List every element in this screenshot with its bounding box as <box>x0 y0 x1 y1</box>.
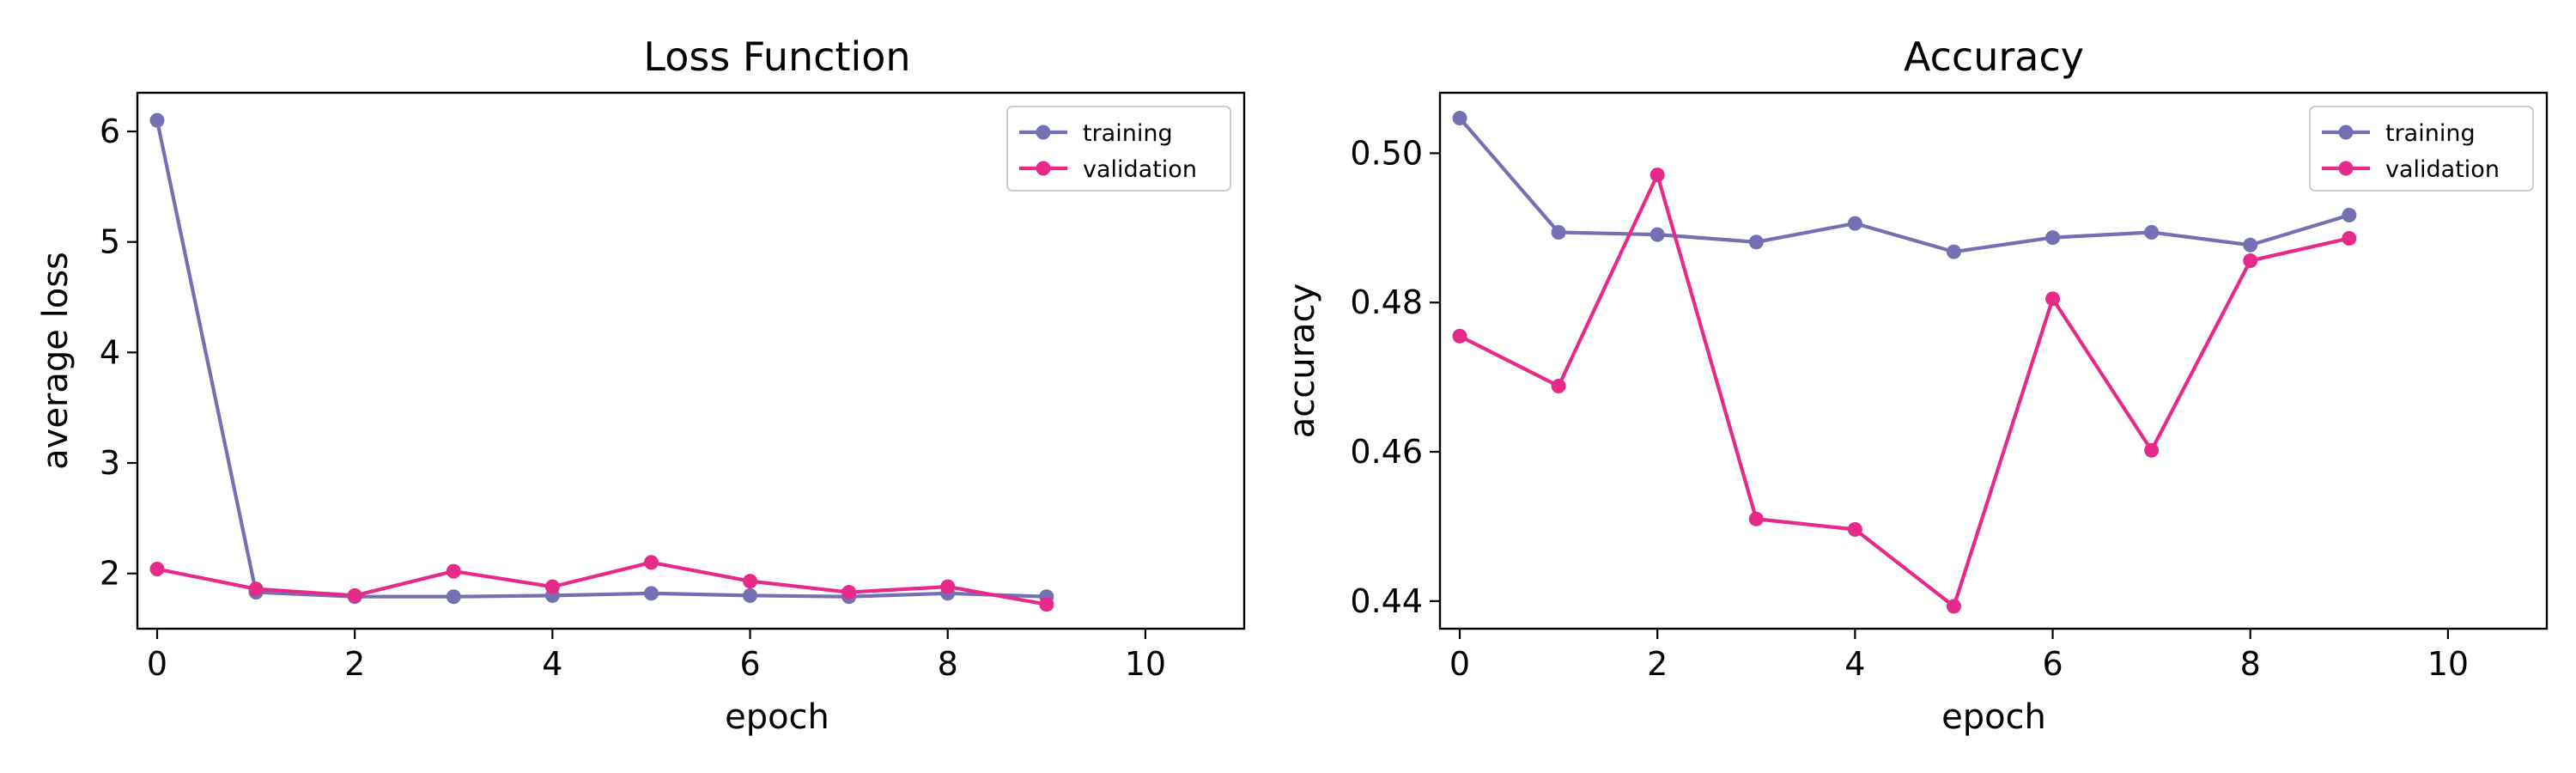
loss-chart-legend-validation-label: validation <box>1083 156 1197 183</box>
accuracy-chart-training-point <box>1551 225 1566 240</box>
accuracy-chart-training-point <box>2144 225 2160 240</box>
loss-chart-ytick-label: 5 <box>100 223 120 261</box>
accuracy-chart-validation-point <box>2144 442 2160 458</box>
loss-chart-legend-training-label: training <box>1083 120 1173 147</box>
accuracy-chart-xtick-label: 10 <box>2427 645 2469 683</box>
loss-chart-legend: training validation <box>1006 106 1231 192</box>
loss-chart-training-point <box>149 113 165 128</box>
accuracy-chart-validation-point <box>1551 379 1566 394</box>
accuracy-chart-axes-frame <box>1438 91 2549 630</box>
accuracy-chart-xlabel: epoch <box>1941 697 2046 737</box>
loss-chart-validation-point <box>149 562 165 577</box>
accuracy-chart-series-validation-line <box>1457 173 2351 609</box>
loss-chart-ytick-label: 6 <box>100 113 120 150</box>
accuracy-chart-xtick-label: 2 <box>1647 645 1668 683</box>
loss-chart-xtick-label: 2 <box>344 645 365 683</box>
loss-chart-validation-point <box>643 555 659 570</box>
accuracy-chart-validation-point <box>1748 511 1764 526</box>
accuracy-chart-panel: Accuracy epoch accuracy 0 2 4 6 8 100.440.460… <box>1283 33 2549 737</box>
loss-chart-xtick-label: 0 <box>147 645 167 683</box>
accuracy-chart-ytick-label: 0.50 <box>1350 134 1423 172</box>
accuracy-chart-training-point <box>2342 208 2357 223</box>
accuracy-chart-ytick-label: 0.48 <box>1350 283 1423 321</box>
accuracy-chart-validation-point <box>1946 599 1961 614</box>
loss-chart-xtick-label: 6 <box>739 645 760 683</box>
loss-chart-validation-point <box>743 574 758 589</box>
accuracy-chart-training-point <box>1649 227 1665 242</box>
accuracy-chart-legend: training validation <box>2309 106 2534 192</box>
accuracy-chart-ylabel: accuracy <box>1283 283 1322 438</box>
loss-chart-ytick-label: 2 <box>100 555 120 593</box>
loss-chart-xtick-label: 10 <box>1125 645 1166 683</box>
accuracy-chart-validation-point <box>2045 291 2061 307</box>
accuracy-chart-training-point <box>2045 230 2061 246</box>
accuracy-chart-xtick-label: 4 <box>1844 645 1865 683</box>
loss-chart-training-point <box>643 586 659 601</box>
accuracy-chart-validation-point <box>2243 253 2258 269</box>
accuracy-chart-training-point <box>1452 111 1467 126</box>
loss-chart-series-validation-line <box>155 560 1048 606</box>
loss-chart-ytick-label: 4 <box>100 333 120 371</box>
accuracy-chart-validation-point <box>1847 521 1862 537</box>
accuracy-chart-training-point <box>1946 244 1961 259</box>
accuracy-chart-ytick-label: 0.44 <box>1350 582 1423 620</box>
accuracy-chart-training-point <box>1748 234 1764 250</box>
loss-chart-series-training-line <box>155 119 1048 599</box>
accuracy-chart-series <box>1452 111 2357 614</box>
loss-chart-xtick-label: 4 <box>542 645 562 683</box>
accuracy-chart-ticks: 0 2 4 6 8 10 0.44 0.46 0.48 0.50 <box>1350 134 2469 683</box>
loss-chart-validation-point <box>940 579 956 594</box>
accuracy-chart-ytick-label: 0.46 <box>1350 433 1423 471</box>
loss-chart-validation-point <box>841 585 857 600</box>
accuracy-chart-training-point <box>1847 216 1862 231</box>
accuracy-chart-series-training-line <box>1457 116 2351 254</box>
loss-chart-validation-point <box>446 563 461 579</box>
accuracy-chart-xtick-label: 6 <box>2042 645 2063 683</box>
loss-chart-title: Loss Function <box>643 33 910 80</box>
loss-chart-ticks: 0 2 4 6 8 10 2 3 4 5 6 <box>100 113 1166 683</box>
loss-chart-validation-point <box>1039 597 1054 612</box>
loss-chart-xlabel: epoch <box>725 697 829 737</box>
accuracy-chart-legend-training-label: training <box>2385 120 2476 147</box>
accuracy-chart-validation-point <box>1452 328 1467 344</box>
loss-chart-series <box>149 113 1054 612</box>
loss-chart-panel: Loss Function epoch average loss 0 2 4 6 8 10… <box>36 33 1246 737</box>
accuracy-chart-training-point <box>2243 237 2258 253</box>
loss-chart-ytick-label: 3 <box>100 444 120 482</box>
accuracy-chart-xtick-label: 8 <box>2240 645 2261 683</box>
accuracy-chart-xtick-label: 0 <box>1449 645 1470 683</box>
loss-chart-legend-training-marker <box>1036 125 1051 140</box>
loss-chart-validation-point <box>544 579 560 594</box>
loss-chart-axes-frame <box>136 91 1246 630</box>
loss-chart-validation-point <box>347 587 362 603</box>
loss-chart-validation-point <box>248 581 264 597</box>
accuracy-chart-legend-training-marker <box>2338 125 2354 140</box>
loss-chart-xtick-label: 8 <box>938 645 958 683</box>
loss-chart-ylabel: average loss <box>36 252 76 470</box>
loss-chart-legend-validation-marker <box>1036 161 1051 176</box>
loss-chart-training-point <box>446 589 461 605</box>
loss-chart-training-point <box>743 587 758 603</box>
accuracy-chart-legend-validation-marker <box>2338 161 2354 176</box>
accuracy-chart-validation-point <box>1649 167 1665 183</box>
accuracy-chart-validation-point <box>2342 230 2357 246</box>
accuracy-chart-legend-validation-label: validation <box>2385 156 2500 183</box>
accuracy-chart-title: Accuracy <box>1904 33 2084 80</box>
